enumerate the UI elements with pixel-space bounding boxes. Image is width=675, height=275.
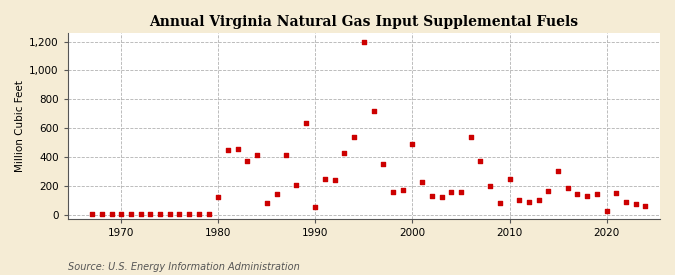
Point xyxy=(630,202,641,206)
Point xyxy=(86,212,97,216)
Point xyxy=(543,189,554,193)
Point xyxy=(194,212,205,216)
Point xyxy=(387,190,398,194)
Point xyxy=(485,184,495,188)
Point xyxy=(290,183,301,187)
Point xyxy=(358,40,369,45)
Point xyxy=(97,212,107,216)
Point xyxy=(620,199,631,204)
Point xyxy=(640,204,651,208)
Point xyxy=(407,142,418,146)
Point xyxy=(310,205,321,209)
Point xyxy=(271,191,282,196)
Point xyxy=(553,169,564,174)
Point xyxy=(223,148,234,152)
Point xyxy=(601,209,612,213)
Point xyxy=(232,147,243,151)
Point xyxy=(242,158,253,163)
Point xyxy=(339,150,350,155)
Point xyxy=(475,158,486,163)
Point xyxy=(524,199,535,204)
Point xyxy=(427,194,437,198)
Point xyxy=(155,212,165,216)
Point xyxy=(329,178,340,182)
Point xyxy=(494,201,505,205)
Point xyxy=(465,135,476,140)
Y-axis label: Million Cubic Feet: Million Cubic Feet xyxy=(15,80,25,172)
Point xyxy=(184,212,194,216)
Point xyxy=(446,190,457,194)
Point xyxy=(591,192,602,197)
Point xyxy=(174,212,185,216)
Point xyxy=(504,176,515,181)
Point xyxy=(281,153,292,157)
Point xyxy=(436,194,447,199)
Point xyxy=(106,212,117,216)
Point xyxy=(252,153,263,157)
Point xyxy=(611,191,622,195)
Point xyxy=(562,186,573,190)
Point xyxy=(378,162,389,166)
Point xyxy=(514,198,524,202)
Point xyxy=(164,212,175,216)
Point xyxy=(213,195,223,200)
Point xyxy=(533,198,544,202)
Point xyxy=(203,212,214,216)
Point xyxy=(300,121,311,125)
Point xyxy=(572,191,583,196)
Title: Annual Virginia Natural Gas Input Supplemental Fuels: Annual Virginia Natural Gas Input Supple… xyxy=(149,15,578,29)
Point xyxy=(126,212,136,216)
Point xyxy=(320,177,331,182)
Point xyxy=(398,188,408,192)
Point xyxy=(582,194,593,198)
Point xyxy=(116,212,127,216)
Point xyxy=(135,212,146,216)
Point xyxy=(261,201,272,205)
Point xyxy=(349,134,360,139)
Point xyxy=(456,189,466,194)
Text: Source: U.S. Energy Information Administration: Source: U.S. Energy Information Administ… xyxy=(68,262,299,272)
Point xyxy=(145,212,156,216)
Point xyxy=(416,180,427,185)
Point xyxy=(369,109,379,113)
